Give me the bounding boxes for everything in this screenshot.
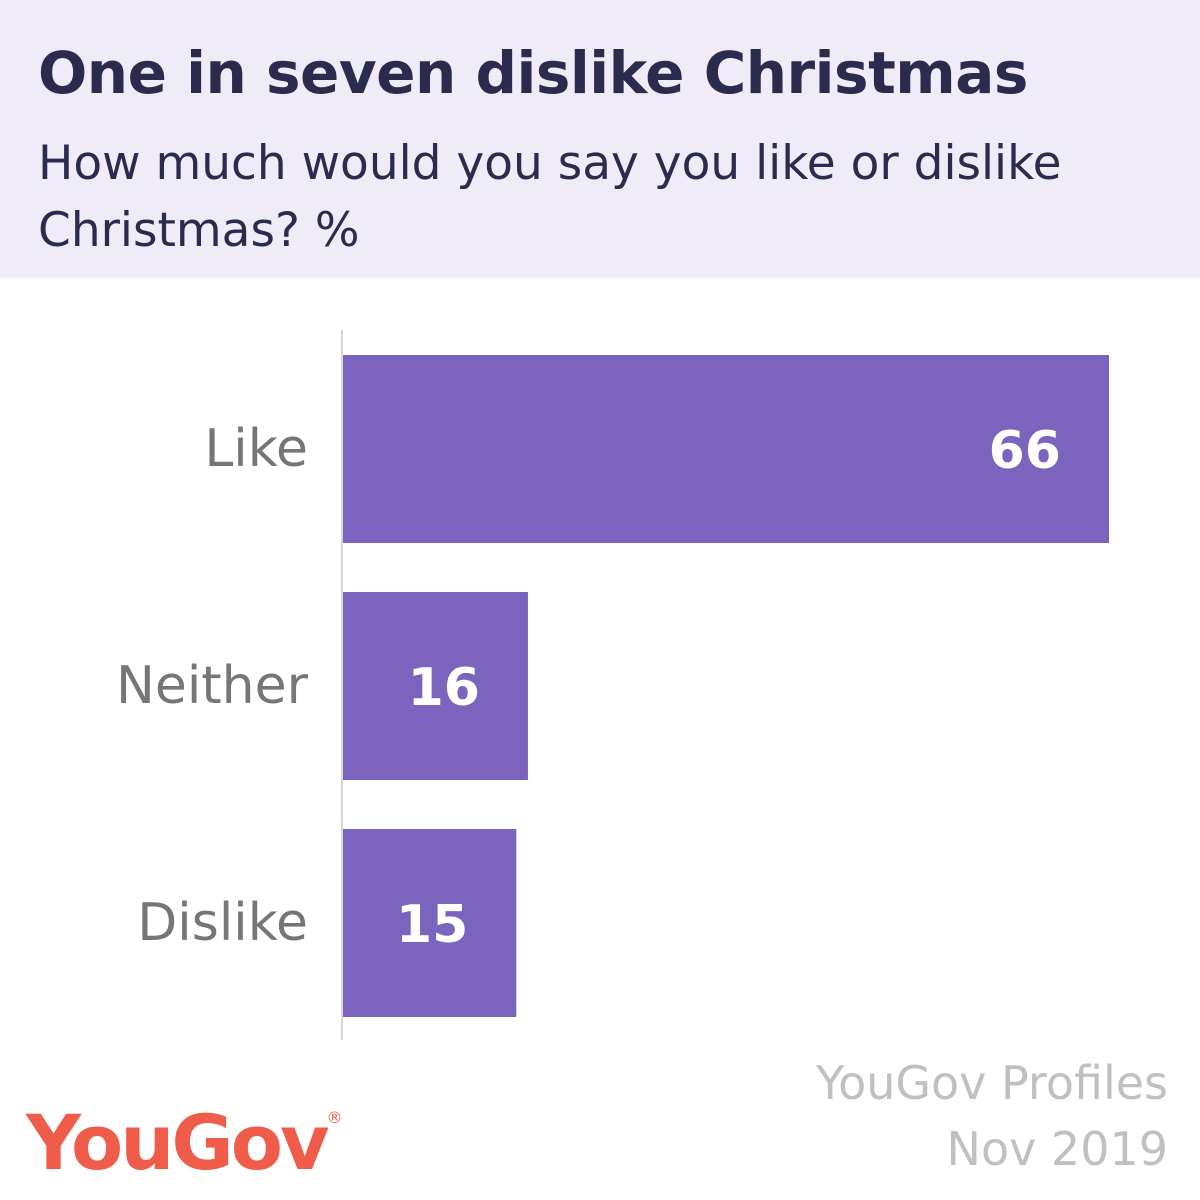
bar-chart: Like 66 Neither 16 Dislike 15	[116, 330, 1109, 1040]
category-label-like: Like	[204, 419, 308, 479]
value-label-neither: 16	[408, 658, 480, 718]
yougov-logo: YouGov ®	[26, 1098, 343, 1187]
source-name: YouGov Profiles	[816, 1056, 1168, 1110]
bar-neither	[342, 592, 528, 780]
registered-mark: ®	[326, 1108, 343, 1127]
bar-dislike	[342, 829, 517, 1017]
value-label-dislike: 15	[396, 895, 468, 955]
source-date: Nov 2019	[946, 1122, 1168, 1176]
chart-title: One in seven dislike Christmas	[38, 39, 1028, 107]
value-label-like: 66	[989, 421, 1061, 481]
bar-like	[342, 355, 1109, 543]
chart-subtitle: How much would you say you like or disli…	[38, 136, 1062, 258]
logo-wordmark: YouGov	[26, 1098, 330, 1187]
category-label-neither: Neither	[116, 656, 309, 716]
category-label-dislike: Dislike	[137, 893, 308, 953]
chart-header: One in seven dislike Christmas How much …	[0, 0, 1200, 278]
source-note: YouGov Profiles Nov 2019	[816, 1050, 1168, 1182]
